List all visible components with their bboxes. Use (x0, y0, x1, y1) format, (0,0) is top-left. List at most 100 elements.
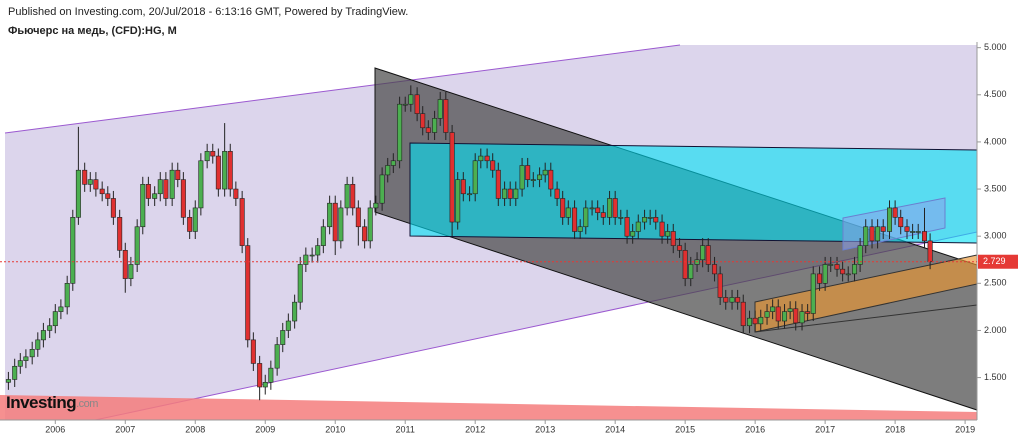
candle-body (758, 316, 764, 325)
candle-body (840, 268, 846, 275)
candle-body (793, 308, 799, 324)
candle-body (618, 217, 624, 219)
candle-body (192, 207, 198, 232)
candle-body (782, 311, 788, 322)
candle-body (215, 155, 221, 190)
y-tick-label: 4.500 (984, 89, 1007, 99)
candle-body (367, 207, 373, 242)
candle-body (857, 245, 863, 265)
candle-body (327, 202, 333, 228)
candle-body (338, 207, 344, 242)
candle-body (548, 169, 554, 190)
candle-body (869, 226, 875, 242)
candle-body (519, 165, 525, 190)
last-price-label: 2.729 (983, 256, 1006, 266)
x-tick-label: 2008 (185, 424, 205, 434)
candle-body (775, 306, 781, 322)
candle-body (600, 212, 606, 218)
candle-body (40, 330, 46, 341)
candle-body (770, 306, 776, 312)
candle-body (99, 188, 105, 195)
candle-body (530, 179, 536, 181)
y-tick-label: 1.500 (984, 372, 1007, 382)
candle-body (805, 311, 811, 314)
candle-body (350, 184, 356, 209)
candle-body (58, 306, 64, 312)
small-channel (842, 197, 946, 251)
candle-body (449, 132, 455, 223)
candle-body (525, 165, 531, 180)
candle-body (75, 169, 81, 218)
candle-body (227, 151, 233, 190)
candle-body (145, 184, 151, 199)
candle-body (915, 231, 921, 233)
logo: Investing.com (6, 393, 98, 412)
x-tick-label: 2018 (885, 424, 905, 434)
y-tick-label: 5.000 (984, 42, 1007, 52)
candle-body (495, 169, 501, 199)
candle-body (163, 179, 169, 199)
candle-body (560, 198, 566, 218)
candle-body (17, 360, 23, 367)
candle-body (175, 169, 181, 180)
candle-body (64, 283, 70, 308)
x-tick-label: 2013 (535, 424, 555, 434)
x-tick-label: 2016 (745, 424, 765, 434)
candle-body (204, 151, 210, 162)
candle-body (128, 264, 134, 279)
candle-body (110, 198, 116, 218)
x-tick-label: 2006 (45, 424, 65, 434)
logo-name: Investing (6, 393, 76, 412)
x-tick-label: 2015 (675, 424, 695, 434)
candle-body (828, 264, 834, 266)
candle-body (863, 226, 869, 246)
x-tick-label: 2007 (115, 424, 135, 434)
candle-body (420, 113, 426, 129)
candle-body (595, 207, 601, 213)
candle-body (665, 231, 671, 237)
candle-body (157, 179, 163, 195)
candle-body (910, 231, 916, 233)
candle-body (397, 103, 403, 162)
candles (5, 85, 933, 401)
candle-body (542, 169, 548, 176)
candle-body (82, 169, 88, 185)
candle-body (467, 193, 473, 196)
candle-body (390, 160, 396, 166)
last-price-box (978, 254, 1018, 269)
candle-body (834, 264, 840, 270)
candle-body (735, 297, 741, 303)
x-tick-label: 2009 (255, 424, 275, 434)
candle-body (332, 202, 338, 242)
candle-body (565, 207, 571, 218)
y-tick-label: 3.500 (984, 183, 1007, 193)
candle-body (799, 311, 805, 324)
candle-body (35, 339, 41, 350)
candle-body (385, 165, 391, 176)
candle-body (117, 217, 123, 251)
candle-body (198, 160, 204, 209)
y-tick-label: 3.000 (984, 231, 1007, 241)
candle-body (922, 231, 928, 242)
candle-body (817, 273, 823, 284)
candle-body (402, 103, 408, 106)
candle-body (659, 221, 665, 237)
candle-body (490, 160, 496, 171)
candle-body (852, 264, 858, 275)
candle-body (705, 245, 711, 265)
candle-body (927, 240, 933, 263)
candle-body (460, 179, 466, 195)
candle-body (443, 99, 449, 133)
candle-body (239, 198, 245, 246)
x-tick-label: 2017 (815, 424, 835, 434)
candle-body (583, 207, 589, 228)
candle-body (822, 264, 828, 284)
candle-body (712, 264, 718, 275)
candle-body (554, 188, 560, 199)
candle-body (740, 301, 746, 327)
candle-body (187, 217, 193, 232)
candle-body (717, 273, 723, 298)
candle-body (122, 250, 128, 279)
candle-body (105, 193, 111, 199)
